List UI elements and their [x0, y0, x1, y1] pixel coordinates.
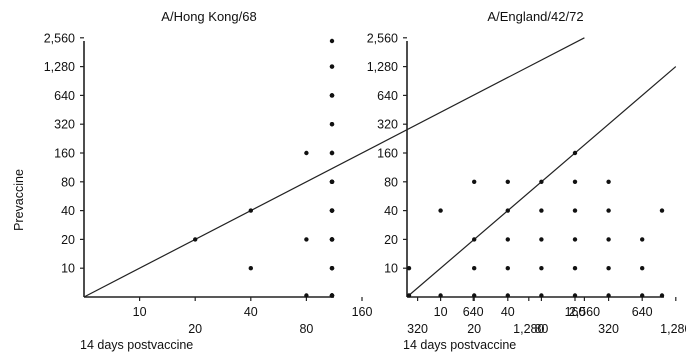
data-point [329, 38, 335, 44]
x-tick-label: 1,280 [660, 322, 686, 336]
data-point [193, 237, 198, 242]
data-point [304, 237, 309, 242]
y-tick-label: 40 [384, 204, 398, 218]
x-tick-label: 320 [407, 322, 428, 336]
data-point [329, 179, 335, 184]
data-point [329, 64, 335, 69]
data-point [472, 179, 477, 184]
x-tick-label: 20 [467, 322, 481, 336]
data-point [329, 266, 335, 271]
x-tick-label: 80 [534, 322, 548, 336]
data-point [539, 293, 544, 298]
y-tick-label: 10 [61, 262, 75, 276]
data-point [329, 237, 335, 242]
data-point [572, 266, 578, 271]
y-axis-title: Prevaccine [12, 169, 26, 231]
x-tick-label: 10 [434, 305, 448, 319]
chart-panel-2: A/England/42/72 10 20 40 80 160 320 640 1,280 2,5… [367, 9, 686, 352]
data-point [606, 237, 611, 242]
data-point [572, 293, 578, 298]
data-point [329, 293, 335, 298]
data-point [329, 122, 335, 127]
data-point [329, 93, 335, 98]
data-point [659, 293, 665, 298]
data-point [539, 266, 544, 271]
data-point [248, 208, 253, 213]
x-tick-label: 1,280 [513, 322, 544, 336]
data-point [406, 293, 412, 298]
data-point [572, 208, 578, 213]
y-tick-label: 2,560 [44, 31, 75, 45]
y-tick-label: 2,560 [367, 31, 398, 45]
data-point [606, 293, 611, 298]
y-tick-label: 20 [384, 233, 398, 247]
equality-line [83, 37, 585, 298]
x-tick-label: 40 [244, 305, 258, 319]
data-point [572, 150, 578, 156]
x-tick-label: 40 [501, 305, 515, 319]
x-tick-label: 10 [133, 305, 147, 319]
x-tick-label: 20 [188, 322, 202, 336]
data-point [438, 293, 443, 298]
x-tick-label: 160 [352, 305, 373, 319]
data-point [539, 237, 544, 242]
chart-panels: A/Hong Kong/68 10 20 40 80 160 320 640 1,280 2,56… [44, 9, 686, 352]
data-point [606, 208, 611, 213]
x-tick-label: 640 [632, 305, 653, 319]
y-tick-label: 1,280 [44, 60, 75, 74]
x-tick-label: 160 [565, 305, 586, 319]
data-point [659, 208, 665, 213]
data-point [572, 179, 578, 184]
y-tick-label: 320 [54, 118, 75, 132]
data-point [505, 293, 510, 298]
chart-title: A/England/42/72 [487, 9, 583, 24]
x-tick-label: 320 [598, 322, 619, 336]
y-tick-label: 640 [54, 89, 75, 103]
data-point [472, 266, 477, 271]
data-point [406, 266, 412, 271]
data-point [640, 266, 645, 271]
y-tick-label: 160 [54, 147, 75, 161]
y-tick-label: 640 [377, 89, 398, 103]
data-point [329, 208, 335, 213]
data-point [572, 237, 578, 242]
data-point [505, 179, 510, 184]
y-tick-label: 1,280 [367, 60, 398, 74]
y-tick-label: 320 [377, 118, 398, 132]
data-point [304, 150, 309, 156]
data-point [640, 293, 645, 298]
chart-panel-1: A/Hong Kong/68 10 20 40 80 160 320 640 1,280 2,56… [44, 9, 600, 352]
data-point [539, 179, 544, 184]
data-point [472, 293, 477, 298]
y-tick-label: 160 [377, 147, 398, 161]
data-point [505, 266, 510, 271]
y-tick-label: 10 [384, 262, 398, 276]
data-point [304, 293, 309, 298]
data-point [329, 150, 335, 156]
y-tick-label: 20 [61, 233, 75, 247]
x-tick-label: 640 [463, 305, 484, 319]
data-point [438, 208, 443, 213]
y-tick-label: 40 [61, 204, 75, 218]
y-tick-label: 80 [384, 175, 398, 189]
data-point [606, 266, 611, 271]
data-point [248, 266, 253, 271]
data-point [472, 237, 477, 242]
x-tick-label: 80 [299, 322, 313, 336]
chart-title: A/Hong Kong/68 [161, 9, 256, 24]
data-point [505, 208, 510, 213]
x-tick-label: 2,560 [569, 305, 600, 319]
x-axis-title: 14 days postvaccine [80, 338, 193, 352]
data-point [539, 208, 544, 213]
data-point [505, 237, 510, 242]
data-point [606, 179, 611, 184]
x-axis-title: 14 days postvaccine [403, 338, 516, 352]
y-tick-label: 80 [61, 175, 75, 189]
data-point [640, 237, 645, 242]
